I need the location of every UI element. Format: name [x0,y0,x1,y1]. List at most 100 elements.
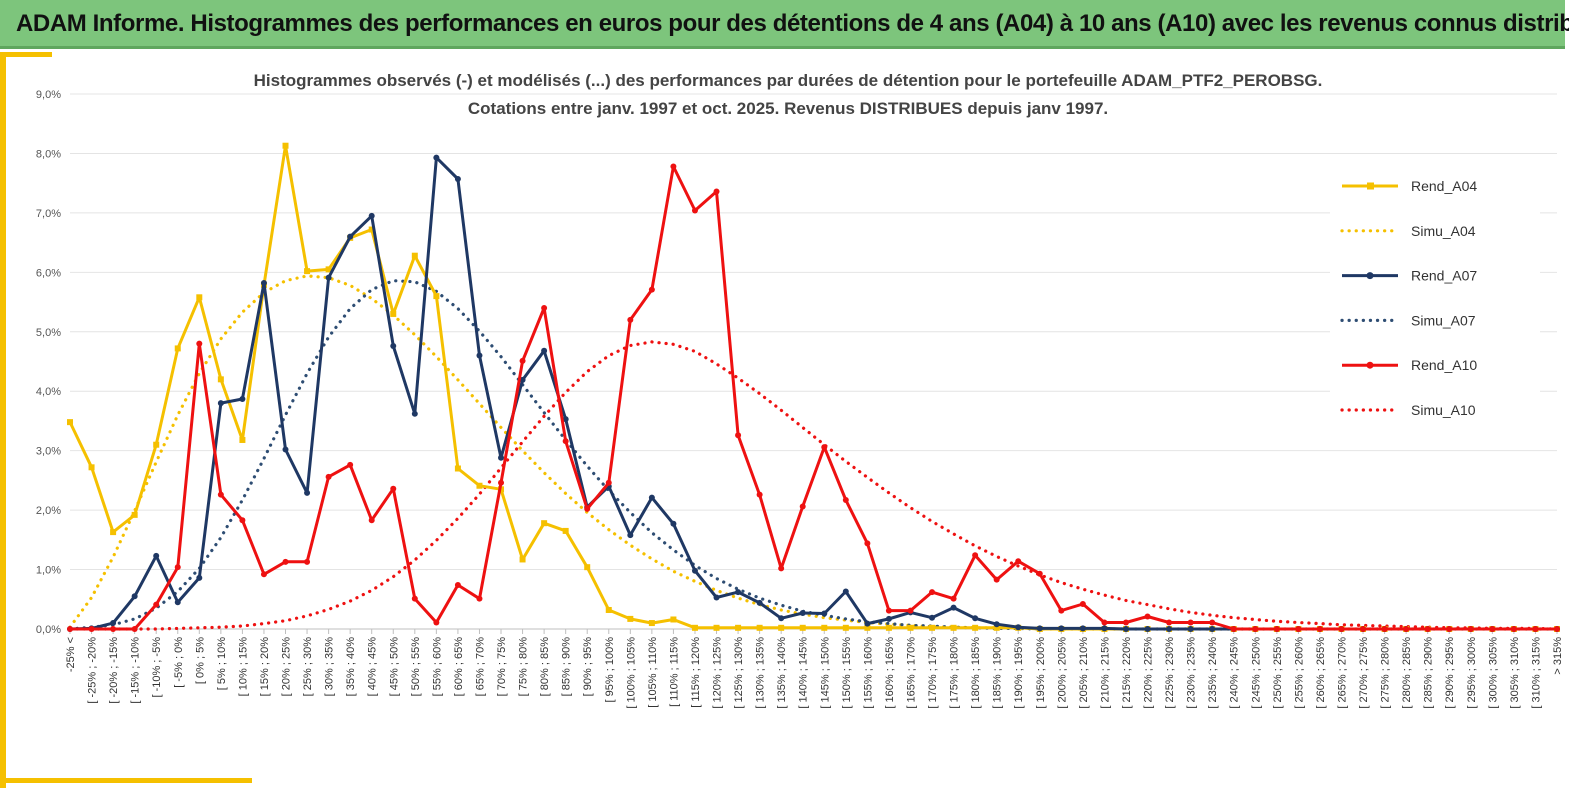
data-point [972,615,979,622]
data-point [950,624,957,631]
data-point [1273,626,1280,632]
data-point [519,556,526,563]
data-point [778,565,785,572]
x-tick-label: [ 235% ; 240% [1207,637,1219,709]
data-point [239,517,246,524]
accent-bar-top [0,52,52,57]
data-point [541,520,548,527]
x-tick-label: [ 270% ; 275% [1358,637,1370,709]
data-point [476,352,483,359]
data-point [885,624,892,631]
x-tick-label: [ 165% ; 170% [905,637,917,709]
data-point [885,615,892,622]
data-point [1122,626,1129,632]
data-point [627,532,634,539]
data-point [1467,626,1474,632]
x-tick-label: [ 105% ; 110% [647,637,659,708]
data-point [1079,625,1086,632]
data-point [411,252,418,259]
data-point [584,505,591,512]
data-point [1122,619,1129,626]
data-point [1381,626,1388,632]
x-tick-label: [ 135% ; 140% [776,637,788,709]
data-point [1209,619,1216,626]
y-tick-label: 6,0% [36,267,61,279]
legend-background [1330,160,1540,430]
data-point [778,624,785,631]
y-tick-label: 7,0% [36,208,61,220]
x-tick-label: [ 0% ; 5% [194,637,206,684]
data-point [304,558,311,565]
data-point [260,571,267,578]
data-point [390,343,397,350]
x-tick-label: [ 85% ; 90% [561,637,573,697]
data-point [1058,625,1065,632]
x-tick-label: [ 90% ; 95% [582,637,594,697]
data-point [519,376,526,383]
data-point [562,416,569,423]
data-point [67,419,73,426]
x-tick-label: [ 10% ; 15% [237,637,249,697]
y-tick-label: 9,0% [36,89,61,101]
series-line [68,165,1559,631]
x-tick-label: [ 290% ; 295% [1444,637,1456,709]
legend-marker [1367,182,1374,190]
data-point [993,624,1000,631]
data-point [1295,626,1302,632]
data-point [1166,626,1173,632]
data-point [562,438,569,445]
data-point [110,620,117,627]
data-point [368,517,375,524]
data-point [1489,626,1496,632]
data-point [304,268,311,275]
y-tick-label: 4,0% [36,386,61,398]
data-point [1144,626,1151,632]
data-point [1101,619,1108,626]
data-point [454,176,461,183]
data-point [304,489,311,496]
x-tick-label: [ -25% ; -20% [87,637,99,704]
y-tick-label: 0,0% [36,624,61,636]
data-point [713,624,720,631]
data-point [1015,558,1022,565]
data-point [498,454,505,461]
data-point [476,482,483,489]
data-point [648,286,655,293]
data-point [433,154,440,161]
data-point [670,520,677,527]
data-point [1532,626,1539,632]
data-point [627,316,634,323]
data-point [864,620,871,627]
x-tick-label: [ 225% ; 230% [1164,637,1176,709]
data-point [605,606,612,613]
data-point [1446,626,1453,632]
x-tick-label: [ 275% ; 280% [1380,637,1392,709]
y-axis: 0,0% 1,0% 2,0% 3,0% 4,0% 5,0% 6,0% 7,0% 8,0% 9,0% [36,89,61,636]
x-tick-label: [ 75% ; 80% [518,637,530,697]
y-tick-label: 3,0% [36,446,61,458]
series-lines [67,142,1560,632]
legend-marker [1366,272,1374,280]
x-tick-label: [ 145% ; 150% [819,637,831,709]
x-tick-label: [ 70% ; 75% [496,637,508,697]
data-point [260,280,267,287]
x-tick-label: [ 310% ; 315% [1530,637,1542,709]
x-tick-label: [ 95% ; 100% [604,637,616,703]
chart-title-line-1: Histogrammes observés (-) et modélisés (… [254,71,1323,90]
data-point [821,444,828,451]
x-tick-label: [ 115% ; 120% [690,637,702,708]
data-point [799,609,806,616]
data-point [735,432,742,439]
data-point [1316,626,1323,632]
y-tick-label: 2,0% [36,505,61,517]
data-point [929,589,936,596]
data-point [627,615,634,622]
data-point [411,595,418,602]
data-point [196,340,203,347]
data-point [821,610,828,617]
data-point [993,621,1000,628]
x-tick-label: [ 25% ; 30% [302,637,314,697]
x-tick-label: [ 65% ; 70% [474,637,486,697]
x-tick-label: [ 20% ; 25% [281,637,293,697]
